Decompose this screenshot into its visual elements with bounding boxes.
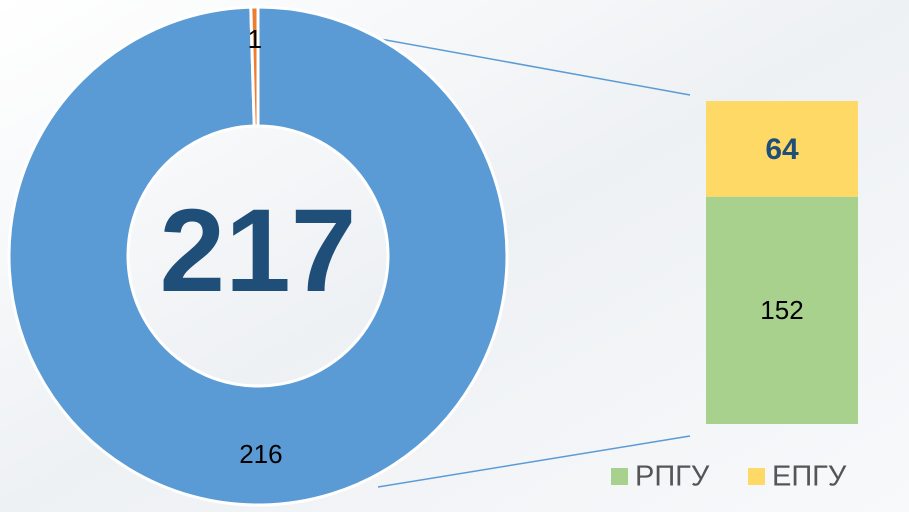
legend-swatch <box>611 468 628 485</box>
donut-slice <box>7 5 509 507</box>
total-label: 217 <box>160 185 357 317</box>
donut-slice <box>249 5 260 128</box>
legend-swatch <box>748 468 765 485</box>
legend-label: РПГУ <box>635 461 710 493</box>
bar-label: 152 <box>760 295 803 325</box>
slice-label: 216 <box>239 439 282 469</box>
connector-line <box>377 435 691 488</box>
slice-label: 1 <box>248 24 262 54</box>
legend-label: ЕПГУ <box>772 461 847 493</box>
bar-segment <box>706 196 858 424</box>
connector-line <box>374 37 691 96</box>
bar-segment <box>706 101 858 197</box>
bar-label: 64 <box>765 133 799 166</box>
